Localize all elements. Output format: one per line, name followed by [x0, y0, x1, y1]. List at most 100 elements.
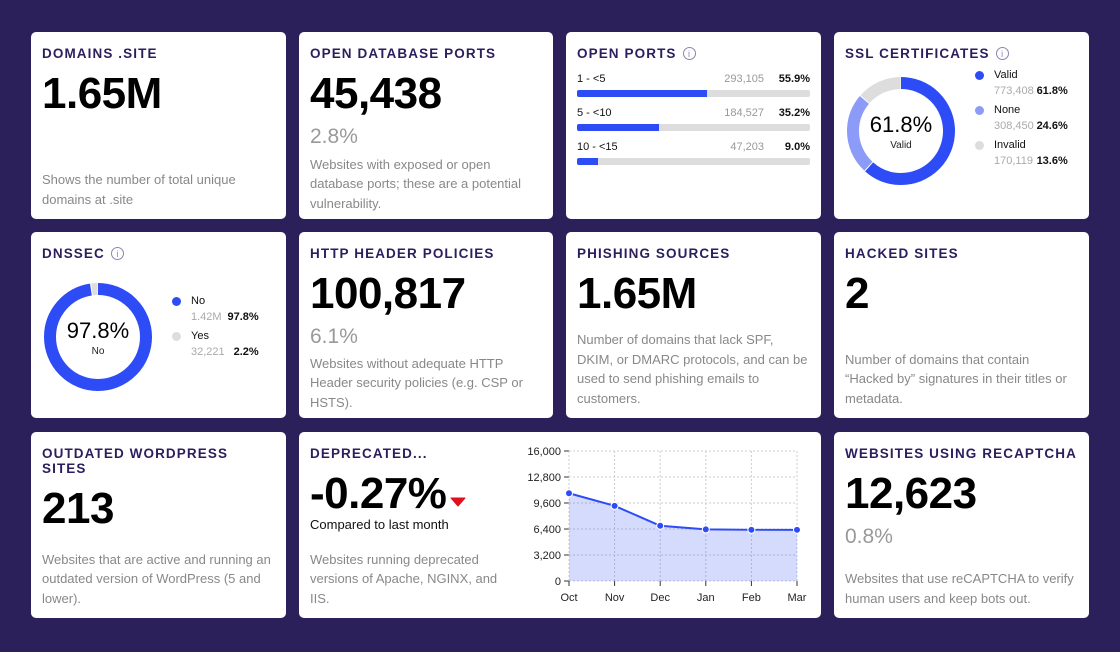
legend-percent: 24.6% — [1036, 120, 1068, 132]
metric-percent: 0.8% — [845, 525, 893, 548]
card-title: HACKED SITES — [845, 246, 959, 261]
card-title: OUTDATED WORDPRESS SITES — [42, 446, 229, 476]
card-title: OPEN PORTS — [577, 46, 677, 61]
donut-center-label: No — [91, 345, 105, 357]
card-description: Number of domains that contain “Hacked b… — [845, 351, 1067, 406]
comparison-label: Compared to last month — [310, 517, 449, 532]
legend-item: No 1.42M 97.8% — [172, 295, 259, 323]
x-tick-label: Feb — [742, 592, 761, 604]
data-point — [747, 525, 756, 534]
legend-item: Valid 773,408 61.8% — [975, 69, 1068, 97]
y-tick-label: 0 — [555, 576, 561, 588]
legend-dot-icon — [975, 140, 984, 150]
card-title: WEBSITES USING RECAPTCHA — [845, 446, 1077, 461]
card-description: Websites that use reCAPTCHA to verify hu… — [845, 571, 1074, 606]
metric-value: -0.27% — [310, 469, 447, 518]
legend-label: None — [994, 104, 1021, 116]
card-title: PHISHING SOURCES — [577, 246, 731, 261]
range-count: 293,105 — [724, 73, 764, 85]
area-fill — [569, 493, 797, 581]
y-tick-label: 9,600 — [533, 498, 561, 510]
progress-fill — [577, 90, 708, 97]
metric-value: 1.65M — [577, 269, 697, 318]
legend-count: 308,450 — [994, 120, 1034, 132]
card-description: Websites without adequate HTTP Header se… — [310, 355, 523, 410]
card-open-ports: OPEN PORTS i 1 - <5 293,105 55.9% 5 - <10 184… — [566, 32, 821, 219]
card-description: Number of domains that lack SPF, DKIM, o… — [577, 332, 808, 406]
range-count: 47,203 — [730, 141, 764, 153]
x-tick-label: Dec — [650, 592, 670, 604]
card-dnssec: DNSSEC i 97.8% No No 1.42M 97.8% Yes 32,221 2.2… — [31, 232, 286, 418]
dnssec-donut-chart — [44, 283, 152, 391]
port-range-row: 1 - <5 293,105 55.9% — [577, 73, 810, 97]
card-hacked-sites: HACKED SITES 2 Number of domains that co… — [834, 232, 1089, 418]
legend-item: None 308,450 24.6% — [975, 104, 1068, 132]
range-label: 5 - <10 — [577, 107, 612, 119]
range-percent: 35.2% — [778, 107, 810, 119]
legend-label: No — [191, 295, 206, 307]
series-line — [568, 492, 797, 531]
card-description: Websites that are active and running an … — [42, 551, 271, 606]
legend-dot-icon — [172, 296, 181, 306]
legend-percent: 97.8% — [227, 311, 259, 323]
card-description: Websites with exposed or open database p… — [310, 156, 522, 211]
donut-center-label: Valid — [890, 139, 912, 151]
card-http-header-policies: HTTP HEADER POLICIES 100,817 6.1% Websit… — [299, 232, 553, 418]
x-tick-label: Oct — [560, 592, 577, 604]
card-phishing-sources: PHISHING SOURCES 1.65M Number of domains… — [566, 232, 821, 418]
progress-track — [577, 90, 810, 97]
legend-dot-icon — [975, 105, 984, 115]
x-tick-label: Mar — [788, 592, 807, 604]
card-domains: DOMAINS .SITE 1.65M Shows the number of … — [31, 32, 286, 219]
legend-percent: 2.2% — [233, 346, 259, 358]
progress-fill — [577, 158, 598, 165]
card-ssl-certificates: SSL CERTIFICATES i 61.8% Valid Valid 773,40… — [834, 32, 1089, 219]
legend-count: 170,119 — [994, 155, 1033, 167]
legend-label: Invalid — [994, 139, 1026, 151]
port-range-row: 5 - <10 184,527 35.2% — [577, 107, 810, 131]
progress-track — [577, 158, 810, 165]
metric-value: 1.65M — [42, 69, 162, 118]
range-count: 184,527 — [724, 107, 764, 119]
card-recaptcha: WEBSITES USING RECAPTCHA 12,623 0.8% Web… — [834, 432, 1089, 618]
port-range-row: 10 - <15 47,203 9.0% — [577, 141, 810, 165]
range-label: 1 - <5 — [577, 73, 606, 85]
donut-segment-none — [847, 77, 955, 185]
metric-value: 45,438 — [310, 69, 442, 118]
metric-value: 213 — [42, 484, 114, 533]
card-deprecated: DEPRECATED... -0.27% Compared to last mo… — [299, 432, 821, 618]
range-percent: 55.9% — [778, 73, 810, 85]
legend-label: Valid — [994, 69, 1018, 81]
ssl-donut-chart — [847, 77, 955, 185]
legend-count: 32,221 — [191, 346, 225, 358]
legend-count: 1.42M — [191, 311, 222, 323]
legend-label: Yes — [191, 330, 209, 342]
info-icon[interactable]: i — [110, 247, 124, 260]
metric-value: 100,817 — [310, 269, 466, 318]
metric-percent: 2.8% — [310, 125, 358, 148]
legend-percent: 61.8% — [1036, 85, 1068, 97]
data-point — [656, 521, 665, 530]
metric-value: 12,623 — [845, 469, 977, 518]
metric-percent: 6.1% — [310, 325, 358, 348]
y-tick-label: 12,800 — [527, 472, 561, 484]
card-description: Websites running deprecated versions of … — [310, 551, 498, 606]
card-title: DOMAINS .SITE — [42, 46, 158, 61]
legend-percent: 13.6% — [1036, 155, 1068, 167]
deprecated-trend-chart: 0 3,200 6,400 9,600 12,800 16,000 Oct Nov Dec Jan… — [527, 446, 807, 604]
info-icon[interactable]: i — [995, 47, 1009, 60]
legend-dot-icon — [172, 331, 181, 341]
data-point — [701, 525, 710, 534]
data-point — [565, 489, 573, 498]
y-tick-label: 3,200 — [533, 550, 561, 562]
data-point — [793, 525, 801, 534]
donut-center-value: 97.8% — [66, 317, 130, 343]
metric-value: 2 — [845, 269, 869, 318]
donut-segment-no — [44, 283, 152, 391]
info-icon[interactable]: i — [682, 47, 696, 60]
card-title: SSL CERTIFICATES — [845, 46, 990, 61]
donut-center-value: 61.8% — [869, 111, 933, 137]
card-description: Shows the number of total unique domains… — [42, 172, 236, 207]
card-title: OPEN DATABASE PORTS — [310, 46, 497, 61]
card-outdated-wordpress: OUTDATED WORDPRESS SITES 213 Websites th… — [31, 432, 286, 618]
